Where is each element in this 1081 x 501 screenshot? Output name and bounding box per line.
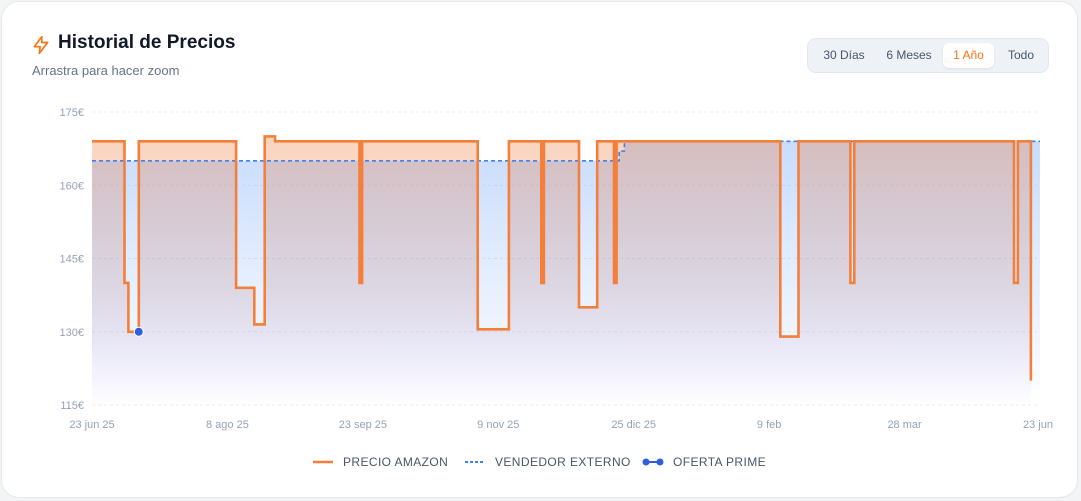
amazon-price-area bbox=[92, 136, 1031, 405]
x-tick-label: 28 mar bbox=[887, 419, 922, 431]
prime-offer-point[interactable] bbox=[133, 326, 144, 337]
range-30-days-button[interactable]: 30 Días bbox=[823, 48, 865, 62]
amazon-price-line bbox=[92, 135, 1033, 381]
x-tick-label: 9 nov 25 bbox=[477, 419, 519, 431]
chart-subtitle: Arrastra para hacer zoom bbox=[32, 63, 180, 78]
lightning-icon bbox=[33, 35, 49, 55]
legend-swatch-dot bbox=[642, 458, 650, 466]
page-title: Historial de Precios bbox=[58, 32, 236, 53]
y-tick-label: 145€ bbox=[60, 254, 84, 266]
legend-label: OFERTA PRIME bbox=[673, 455, 766, 469]
legend-swatch-dot bbox=[656, 458, 664, 466]
external-seller-line bbox=[92, 140, 1040, 162]
legend-label: PRECIO AMAZON bbox=[343, 455, 448, 469]
x-tick-label: 8 ago 25 bbox=[206, 419, 249, 431]
y-tick-label: 115€ bbox=[60, 400, 84, 412]
x-tick-label: 23 jun bbox=[1023, 419, 1053, 431]
legend-amazon[interactable]: PRECIO AMAZON bbox=[313, 455, 448, 469]
range-1-year-button[interactable]: 1 Año bbox=[943, 43, 994, 68]
range-all-button[interactable]: Todo bbox=[1007, 48, 1035, 62]
x-tick-label: 9 feb bbox=[757, 419, 781, 431]
x-tick-label: 23 jun 25 bbox=[69, 419, 114, 431]
range-6-months-button[interactable]: 6 Meses bbox=[886, 48, 932, 62]
legend-prime[interactable]: OFERTA PRIME bbox=[642, 455, 767, 469]
legend-external[interactable]: VENDEDOR EXTERNO bbox=[465, 455, 631, 469]
y-tick-label: 160€ bbox=[60, 180, 84, 192]
x-tick-label: 23 sep 25 bbox=[339, 419, 387, 431]
range-selector: 30 Días 6 Meses 1 Año Todo bbox=[807, 38, 1049, 73]
legend-label: VENDEDOR EXTERNO bbox=[495, 455, 631, 469]
y-tick-label: 175€ bbox=[60, 107, 84, 119]
y-tick-label: 130€ bbox=[60, 327, 84, 339]
x-tick-label: 25 dic 25 bbox=[611, 419, 656, 431]
chart-legend: PRECIO AMAZON VENDEDOR EXTERNO OFERTA PRIM… bbox=[313, 455, 766, 469]
